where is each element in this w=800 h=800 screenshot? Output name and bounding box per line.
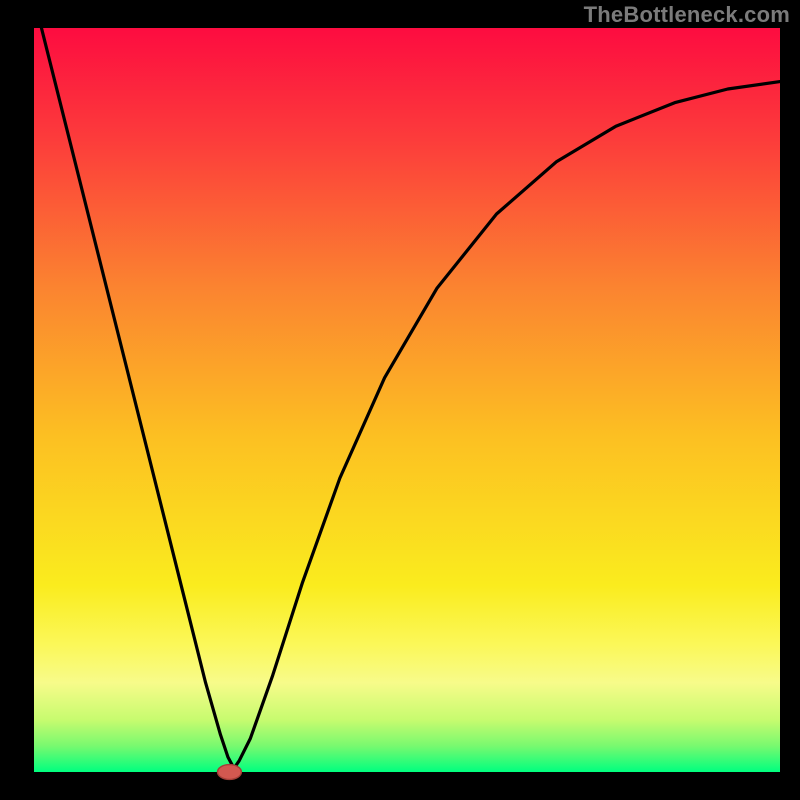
optimum-marker	[218, 765, 242, 780]
chart-container: TheBottleneck.com	[0, 0, 800, 800]
plot-background	[34, 28, 780, 772]
bottleneck-chart	[0, 0, 800, 800]
watermark-text: TheBottleneck.com	[584, 2, 790, 28]
